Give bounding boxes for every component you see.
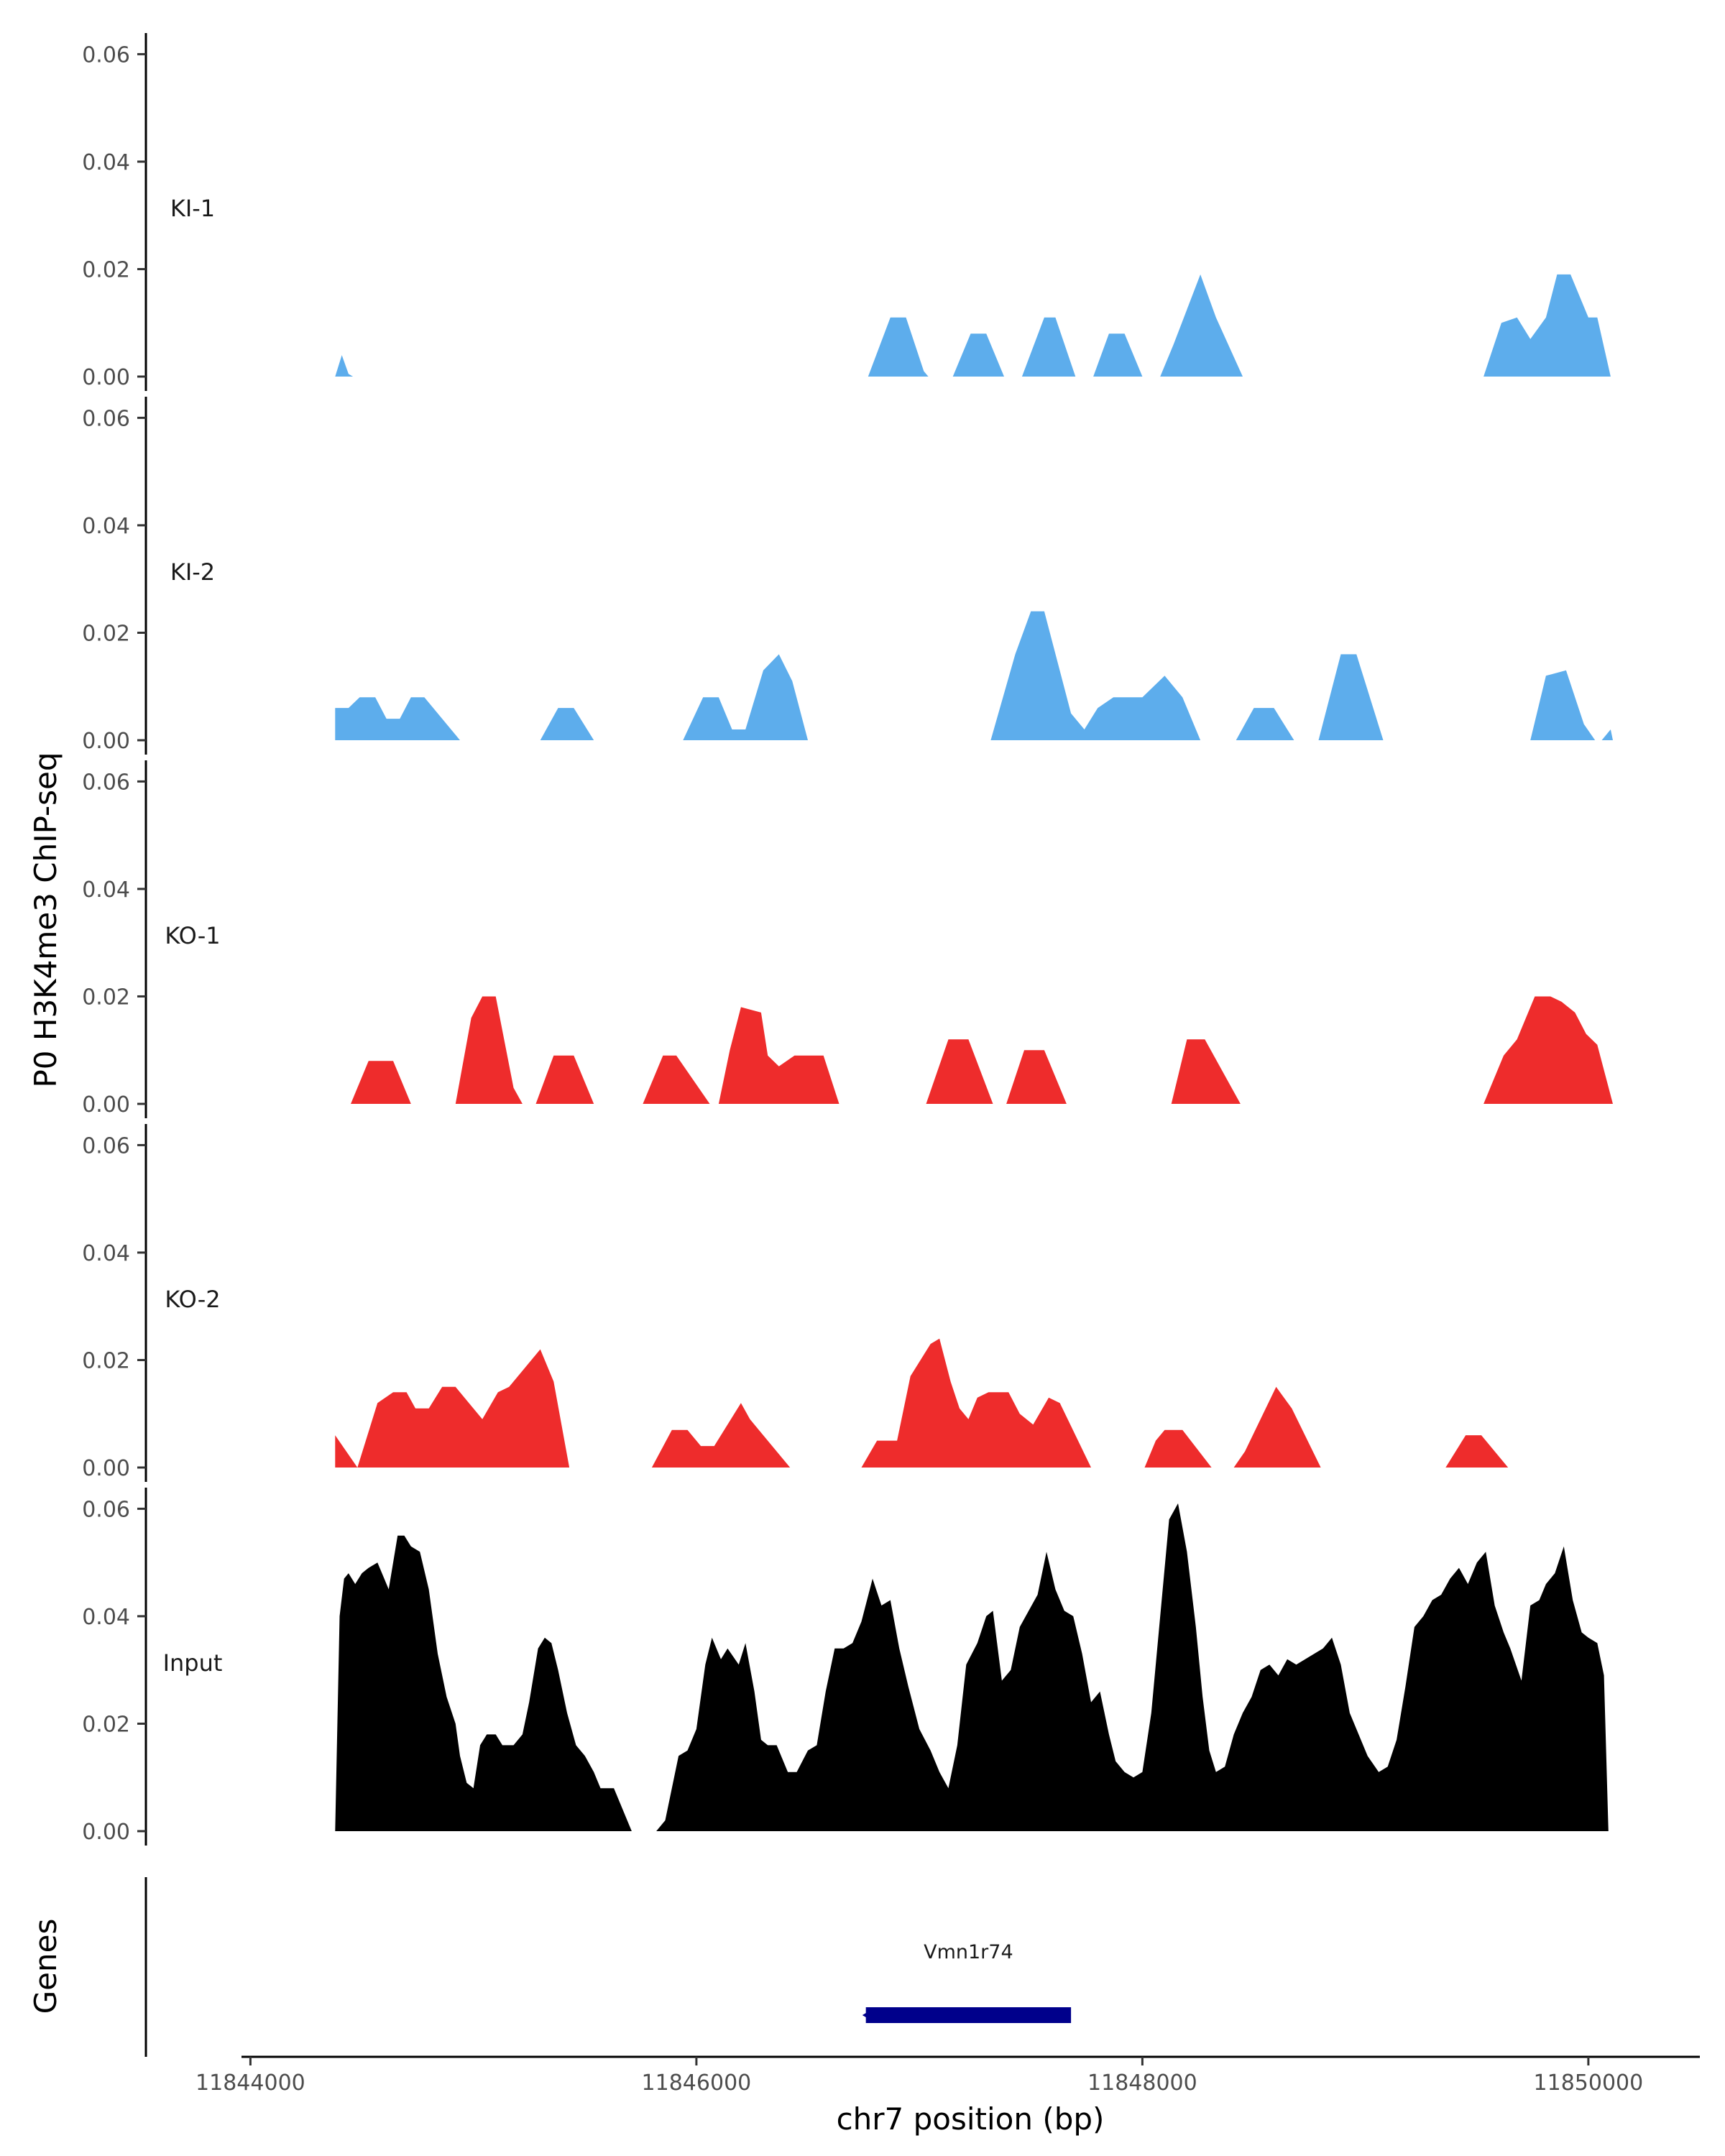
- coverage-area: [1318, 654, 1384, 740]
- track-ki-2: 0.00 0.02 0.04 0.06 KI-2: [82, 397, 1613, 755]
- coverage-area: [1006, 1050, 1067, 1104]
- genes-panel: Genes Vmn1r74: [28, 1877, 1072, 2057]
- y-tick-label: 0.04: [82, 150, 130, 175]
- x-tick-label: 11850000: [1534, 2070, 1644, 2096]
- y-tick-label: 0.04: [82, 1241, 130, 1266]
- coverage-area: [535, 1055, 594, 1104]
- gene-vmn1r74: Vmn1r74: [862, 1941, 1072, 2023]
- genes-layer: Vmn1r74: [862, 1941, 1072, 2023]
- y-tick-label: 0.02: [82, 985, 130, 1010]
- coverage-area: [1601, 729, 1613, 740]
- y-tick-label: 0.04: [82, 514, 130, 539]
- coverage-area: [718, 1007, 840, 1104]
- y-tick-label: 0.06: [82, 1133, 130, 1158]
- y-tick-label: 0.06: [82, 770, 130, 795]
- genes-axis-title: Genes: [28, 1919, 63, 2014]
- coverage-area: [952, 333, 1004, 377]
- x-tick-label: 11848000: [1087, 2070, 1197, 2096]
- track-ko-2: 0.00 0.02 0.04 0.06 KO-2: [82, 1124, 1509, 1482]
- coverage-area: [1160, 274, 1243, 377]
- coverage-area: [643, 1055, 710, 1104]
- coverage-area: [990, 611, 1201, 740]
- coverage-area: [1144, 1429, 1212, 1468]
- track-label: KI-1: [170, 195, 215, 222]
- track-label: KI-2: [170, 558, 215, 586]
- coverage-area: [455, 996, 523, 1104]
- coverage-area: [335, 1535, 632, 1831]
- strand-arrow-icon: [862, 2009, 873, 2021]
- y-tick-label: 0.06: [82, 1497, 130, 1522]
- x-axis: 11844000 11846000 11848000 11850000 chr7 po…: [196, 2055, 1700, 2137]
- y-tick-label: 0.00: [82, 1820, 130, 1845]
- y-tick-label: 0.02: [82, 257, 130, 282]
- track-label: Input: [163, 1649, 223, 1677]
- coverage-area: [335, 355, 354, 377]
- y-tick-label: 0.00: [82, 1456, 130, 1481]
- coverage-area: [1484, 274, 1611, 377]
- track-input: 0.00 0.02 0.04 0.06 Input: [82, 1488, 1609, 1846]
- x-tick-label: 11846000: [642, 2070, 752, 2096]
- coverage-area: [351, 1061, 411, 1104]
- y-tick-label: 0.00: [82, 1092, 130, 1118]
- coverage-area: [1233, 1386, 1321, 1468]
- x-axis-title: chr7 position (bp): [837, 2101, 1105, 2137]
- coverage-area: [1236, 708, 1294, 740]
- coverage-area: [868, 317, 929, 377]
- track-ki-1: 0.00 0.02 0.04 0.06 KI-1: [82, 33, 1611, 391]
- y-tick-label: 0.06: [82, 42, 130, 68]
- y-tick-label: 0.02: [82, 621, 130, 646]
- tracks-layer: 0.00 0.02 0.04 0.06 KI-1 0.00 0.02 0.04 0.06 KI-2…: [82, 33, 1613, 1846]
- gene-body: [865, 2007, 1072, 2023]
- x-ticks-layer: 11844000 11846000 11848000 11850000: [196, 2057, 1643, 2096]
- coverage-area: [651, 1403, 791, 1468]
- coverage-area: [335, 697, 460, 740]
- gene-label: Vmn1r74: [924, 1941, 1013, 1963]
- coverage-area: [861, 1338, 1091, 1468]
- y-tick-label: 0.02: [82, 1712, 130, 1737]
- track-label: KO-1: [165, 922, 220, 949]
- coverage-area: [683, 654, 808, 740]
- track-label: KO-2: [165, 1286, 220, 1313]
- coverage-area: [1171, 1039, 1241, 1104]
- coverage-area: [540, 708, 594, 740]
- coverage-area: [656, 1503, 1609, 1831]
- y-axis-title: P0 H3K4me3 ChIP-seq: [28, 752, 63, 1087]
- coverage-area: [1530, 670, 1596, 740]
- y-tick-label: 0.00: [82, 729, 130, 754]
- x-tick-label: 11844000: [196, 2070, 305, 2096]
- y-tick-label: 0.02: [82, 1348, 130, 1373]
- coverage-area: [1445, 1435, 1509, 1468]
- track-ko-1: 0.00 0.02 0.04 0.06 KO-1: [82, 760, 1613, 1118]
- y-tick-label: 0.06: [82, 406, 130, 431]
- coverage-area: [335, 1349, 570, 1468]
- coverage-area: [1021, 317, 1076, 377]
- y-tick-label: 0.04: [82, 877, 130, 903]
- coverage-area: [1484, 996, 1613, 1104]
- coverage-area: [1093, 333, 1143, 377]
- y-tick-label: 0.04: [82, 1605, 130, 1630]
- coverage-area: [926, 1039, 993, 1104]
- y-tick-label: 0.00: [82, 365, 130, 390]
